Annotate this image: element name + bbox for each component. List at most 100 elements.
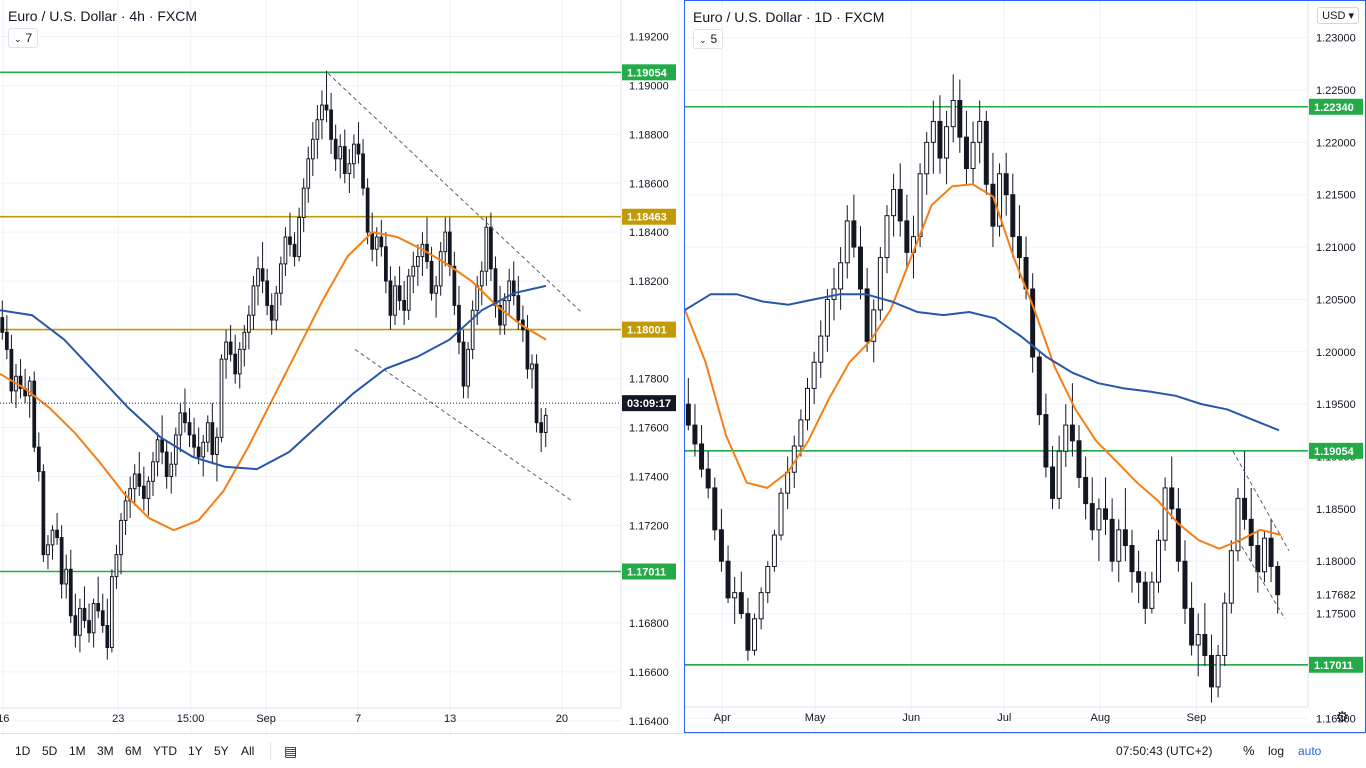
price-tick-label: 1.18500 (1316, 504, 1356, 516)
candle-body (745, 613, 751, 651)
percent-scale-toggle[interactable]: % (1243, 743, 1255, 758)
time-tick-label: 20 (556, 713, 568, 725)
price-tick-label: 1.16800 (629, 618, 669, 630)
candle-body (851, 220, 857, 248)
time-tick-label: Aug (1091, 712, 1111, 724)
range-ytd-button[interactable]: YTD (153, 744, 177, 758)
candle-body (917, 173, 923, 238)
candle-body (415, 256, 420, 267)
price-tick-label: 1.18000 (1316, 556, 1356, 568)
log-scale-toggle[interactable]: log (1268, 744, 1285, 758)
candle-body (725, 560, 731, 599)
candle-body (1122, 529, 1128, 547)
range-5y-button[interactable]: 5Y (214, 744, 229, 758)
candle-body (1202, 634, 1208, 656)
candle-body (1215, 654, 1221, 688)
candle-body (192, 434, 196, 448)
time-tick-label: 23 (112, 713, 124, 725)
candle-body (87, 620, 91, 634)
right-chart-canvas[interactable]: 1.23000 1.22500 1.22000 1.21500 1.21000 1.205… (685, 1, 1366, 733)
price-tick-label: 1.21500 (1316, 190, 1356, 202)
range-5d-button[interactable]: 5D (42, 744, 58, 758)
time-tick-label: 7 (355, 713, 361, 725)
candle-body (489, 226, 493, 270)
candle-body (1248, 518, 1254, 547)
candle-body (9, 348, 14, 392)
left-indicator-count: 7 (25, 31, 33, 45)
price-tick-label: 1.16500 (1316, 713, 1356, 725)
range-1d-button[interactable]: 1D (15, 744, 31, 758)
candle-body (844, 220, 850, 264)
range-3m-button[interactable]: 3M (97, 744, 114, 758)
candle-body (877, 257, 883, 311)
candle-body (379, 236, 384, 248)
candle-body (858, 246, 863, 290)
pane-divider[interactable] (680, 0, 684, 733)
time-tick-label: Jul (997, 712, 1011, 724)
right-chart-title: Euro / U.S. Dollar · 1D · FXCM (693, 9, 885, 25)
price-level-label: 1.17011 (627, 566, 666, 578)
clock-readout[interactable]: 07:50:43 (UTC+2) (1116, 744, 1213, 758)
right-chart-pane[interactable]: 1.23000 1.22500 1.22000 1.21500 1.21000 1.205… (684, 0, 1366, 733)
candle-body (1076, 440, 1082, 478)
left-chart-pane[interactable]: 1.19200 1.19000 1.18800 1.18600 1.18400 1.182… (0, 0, 680, 733)
candle-body (970, 141, 976, 170)
range-1y-button[interactable]: 1Y (188, 744, 203, 758)
candle-body (1235, 497, 1241, 552)
auto-scale-toggle[interactable]: auto (1298, 744, 1322, 758)
candle-body (871, 309, 877, 342)
candle-body (301, 187, 306, 218)
left-chart-canvas[interactable]: 1.19200 1.19000 1.18800 1.18600 1.18400 1.182… (0, 0, 680, 733)
candle-body (447, 231, 452, 267)
candle-body (1242, 497, 1248, 520)
currency-selector[interactable]: USD ▾ (1317, 7, 1359, 24)
price-tick-label: 1.16600 (629, 667, 669, 679)
candle-body (534, 363, 539, 424)
candle-body (119, 519, 123, 556)
left-indicators-toggle[interactable]: ⌄ 7 (8, 28, 39, 48)
candle-body (466, 348, 470, 387)
candle-body (1175, 508, 1181, 562)
candle-body (237, 348, 242, 375)
candle-body (1089, 503, 1095, 531)
candle-body (1156, 539, 1161, 583)
chevron-down-icon: ▾ (1348, 10, 1354, 22)
candle-body (685, 403, 691, 426)
candle-body (55, 529, 59, 539)
candle-body (146, 480, 151, 499)
candle-body (205, 422, 210, 443)
price-tick-label: 1.17800 (629, 374, 669, 386)
date-range-icon[interactable]: ▤ (284, 743, 298, 759)
candle-body (100, 610, 105, 626)
price-level-label: 1.18463 (627, 212, 667, 224)
candle-body (1016, 236, 1022, 259)
price-level-label: 1.17011 (1314, 660, 1353, 672)
candles-group (0, 70, 548, 660)
candle-body (498, 304, 502, 326)
price-tick-label: 1.23000 (1316, 33, 1356, 45)
candle-body (1261, 537, 1267, 573)
candle-body (738, 592, 744, 615)
candle-body (539, 422, 544, 433)
gear-icon[interactable]: ⚙ (1335, 709, 1349, 726)
candle-body (269, 304, 274, 321)
candle-body (4, 331, 9, 350)
range-6m-button[interactable]: 6M (125, 744, 142, 758)
candle-body (73, 615, 78, 636)
candle-body (123, 500, 128, 521)
price-tick-label: 1.22500 (1316, 85, 1356, 97)
candle-body (798, 419, 804, 447)
candle-body (1268, 537, 1274, 567)
price-level-label: 1.22340 (1314, 102, 1354, 114)
price-tick-label: 1.16400 (629, 716, 669, 728)
candle-body (429, 260, 434, 294)
range-all-button[interactable]: All (241, 744, 255, 758)
time-tick-label: Sep (1187, 712, 1207, 724)
range-1m-button[interactable]: 1M (69, 744, 86, 758)
price-level-label: 1.19054 (627, 67, 668, 79)
candle-body (105, 624, 110, 648)
candle-body (530, 363, 534, 370)
right-indicators-toggle[interactable]: ⌄ 5 (693, 29, 724, 49)
time-tick-label: Apr (714, 712, 731, 724)
time-tick-label: Sep (256, 713, 276, 725)
